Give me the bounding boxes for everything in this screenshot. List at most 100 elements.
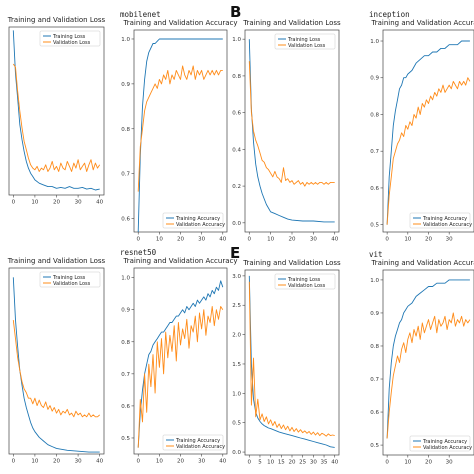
y-tick-label: 0.8 [121,127,130,133]
legend-label: Training Accuracy [422,439,467,445]
y-tick-label: 1.0 [370,39,379,45]
y-tick-label: 0.7 [121,172,130,178]
x-tick-label: 10 [267,460,274,466]
y-tick-label: 0.8 [121,340,130,346]
y-tick-label: 0.6 [121,404,130,410]
legend-label: Training Loss [52,34,86,40]
legend-label: Validation Loss [288,43,326,49]
validation-series-line [386,312,471,439]
legend-label: Validation Loss [53,40,91,46]
chart-title: Training and Validation Loss [7,257,106,265]
y-tick-label: 0.0 [232,450,241,456]
y-tick-label: 0.8 [232,74,241,80]
y-tick-label: 3.0 [232,274,241,280]
x-tick-label: 20 [425,237,432,243]
chart-title: Training and Validation Loss [242,259,341,267]
model-name: mobilenet [120,10,161,19]
y-tick-label: 0.6 [232,111,241,117]
y-tick-label: 2.5 [232,303,241,309]
x-tick-label: 0 [12,200,16,206]
x-tick-label: 20 [425,460,432,466]
legend-label: Training Loss [287,37,321,43]
y-tick-label: 0.5 [121,436,130,442]
x-tick-label: 5 [258,460,262,466]
model-name: inception [369,10,410,19]
legend-box [274,273,336,290]
x-tick-label: 30 [198,237,205,243]
x-tick-label: 0 [136,459,140,465]
x-tick-label: 40 [96,459,103,465]
y-tick-label: 0.6 [121,217,130,223]
x-tick-label: 30 [446,237,453,243]
y-tick-label: 0.7 [370,377,379,383]
x-tick-label: 10 [267,237,274,243]
chart-title: Training and Validation Accuracy [123,257,238,265]
x-tick-label: 20 [177,459,184,465]
y-tick-label: 1.5 [232,362,241,368]
chart-panel: Training and Validation Loss 0 10 20 30 40 0.0… [232,19,341,243]
x-tick-label: 40 [219,459,226,465]
chart-panel: Training and Validation Loss 0 10 20 30 40 Tra… [7,257,106,465]
x-tick-label: 15 [278,460,285,466]
y-tick-label: 0.5 [232,421,241,427]
y-tick-label: 1.0 [370,278,379,284]
x-tick-label: 35 [321,460,328,466]
training-series-line [12,30,100,191]
plot-frame [244,29,340,233]
legend-label: Validation Loss [53,281,91,287]
validation-series-line [137,306,224,448]
x-tick-label: 20 [289,460,296,466]
x-tick-label: 30 [75,200,82,206]
x-tick-label: 20 [53,200,60,206]
y-tick-label: 0.7 [121,372,130,378]
x-tick-label: 10 [31,459,38,465]
y-tick-label: 0.8 [370,344,379,350]
x-tick-label: 0 [136,237,140,243]
y-tick-label: 2.0 [232,333,241,339]
x-tick-label: 30 [198,459,205,465]
x-tick-label: 0 [248,460,252,466]
y-tick-label: 0.8 [370,112,379,118]
legend-box [39,30,101,47]
legend-label: Validation Loss [288,283,326,289]
x-tick-label: 0 [248,237,252,243]
y-tick-label: 0.6 [370,186,379,192]
legend-box [39,271,101,288]
x-tick-label: 10 [31,200,38,206]
legend-label: Training Accuracy [422,216,467,222]
plot-frame [8,26,105,196]
chart-panel: Training and Validation Accuracymobilene… [120,10,238,243]
validation-series-line [248,281,335,437]
legend-label: Training Loss [52,275,86,281]
x-tick-label: 10 [404,237,411,243]
y-tick-label: 0.0 [232,221,241,227]
chart-title: Training and Validation Loss [7,16,106,24]
validation-series-line [137,65,223,192]
training-series-line [137,280,224,448]
legend-box [409,435,471,452]
x-tick-label: 0 [12,459,16,465]
y-tick-label: 0.7 [370,149,379,155]
model-name: vit [369,250,383,259]
y-tick-label: 1.0 [121,37,130,43]
plot-frame [382,29,474,233]
x-tick-label: 40 [96,200,103,206]
legend-label: Training Accuracy [175,438,220,444]
validation-series-line [12,320,100,418]
x-tick-label: 30 [310,237,317,243]
chart-panel: Training and Validation Loss 0 10 20 30 40 Tra… [7,16,106,206]
chart-panel: Training and Validation Accuracyresnet50… [120,248,238,465]
training-series-line [248,39,335,223]
chart-panel: Training and Validation Loss 0 5 10 15 20 25 30… [232,259,341,466]
y-tick-label: 1.0 [232,391,241,397]
x-tick-label: 10 [404,460,411,466]
x-tick-label: 20 [53,459,60,465]
